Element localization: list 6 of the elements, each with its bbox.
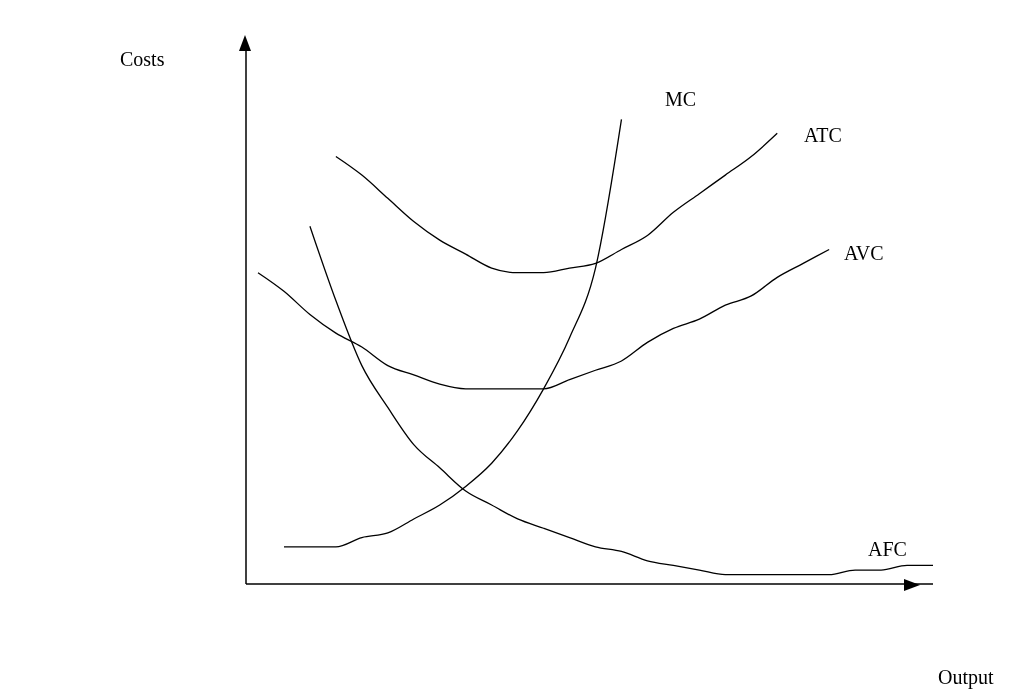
series-label: AVC xyxy=(844,242,884,265)
series-label: ATC xyxy=(804,124,842,147)
x-axis-title: Output xyxy=(938,666,994,689)
series-label: AFC xyxy=(868,538,907,561)
text: MC xyxy=(665,88,697,111)
y-axis-title: Costs xyxy=(120,48,165,71)
